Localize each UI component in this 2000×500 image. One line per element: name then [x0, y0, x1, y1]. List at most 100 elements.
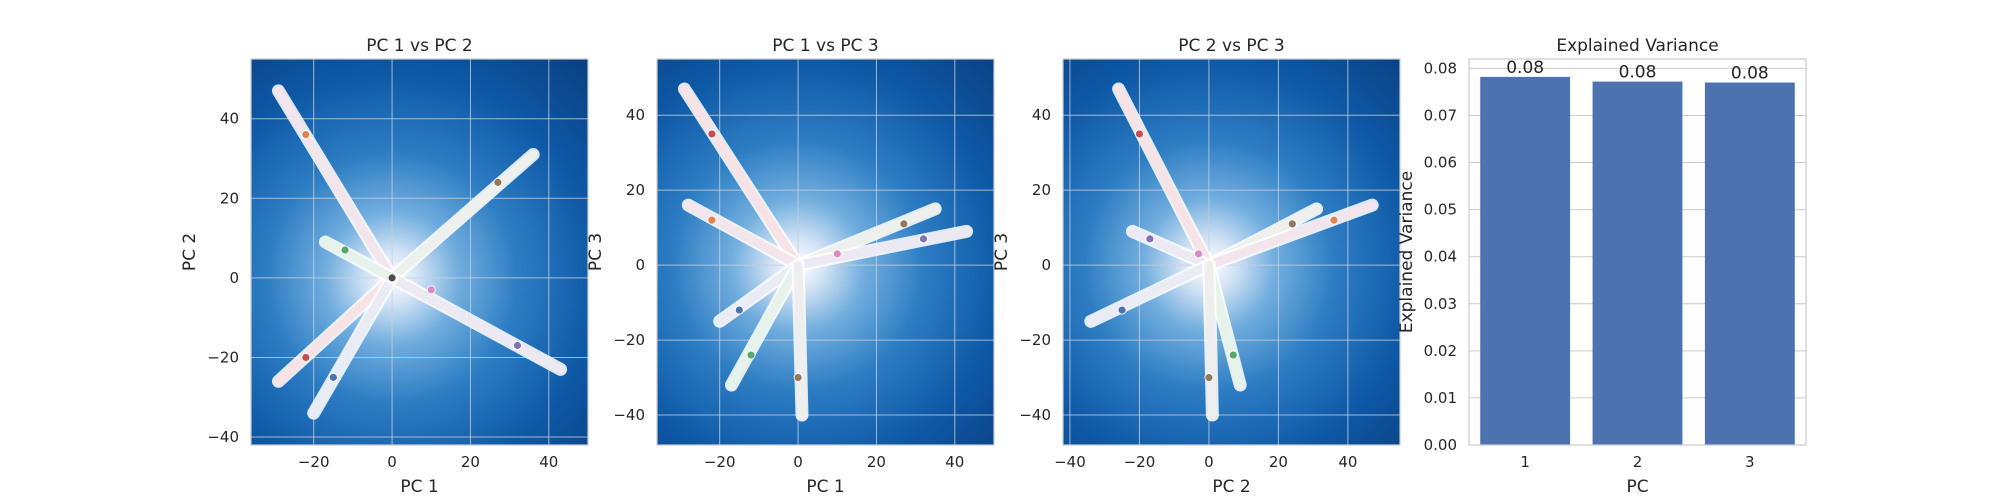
data-point [707, 129, 717, 139]
bar-data-label: 0.08 [1731, 64, 1769, 84]
y-axis-label: PC 2 [180, 233, 200, 271]
data-point [387, 273, 397, 283]
y-axis-label: PC 3 [992, 233, 1012, 271]
scatter-panel-pc1-pc3: −20 0 20 40 −40 −20 0 20 40 PC 1 vs PC 3 PC 1 P… [586, 36, 995, 497]
data-point [340, 245, 350, 255]
y-tick-label: 40 [1032, 106, 1051, 124]
x-tick-label: 40 [1338, 453, 1357, 471]
data-point [1204, 373, 1214, 382]
trail [387, 150, 538, 283]
data-point [707, 215, 717, 225]
trail [1204, 200, 1377, 270]
trail [1127, 226, 1214, 270]
bars [1480, 76, 1795, 445]
data-point [493, 177, 503, 187]
plot-frame [1468, 58, 1807, 446]
trail [793, 260, 807, 420]
chart-title: Explained Variance [1556, 36, 1718, 56]
trail [387, 273, 566, 374]
trail [679, 84, 803, 270]
bar [1480, 76, 1571, 445]
trails [677, 82, 974, 422]
trails [271, 84, 568, 420]
trail [715, 260, 803, 326]
y-tick-label: −40 [613, 406, 645, 424]
data-point [734, 305, 744, 315]
y-axis-label: PC 3 [586, 233, 606, 271]
bar [1592, 81, 1683, 445]
data-point [513, 341, 522, 350]
y-tick-label: 0.08 [1424, 59, 1457, 77]
y-tick-label: 0 [229, 269, 239, 287]
data-point [1287, 219, 1297, 229]
trail [1204, 260, 1217, 420]
x-tick-label: 0 [793, 453, 803, 471]
x-tick-label: 0 [387, 453, 397, 471]
x-tick-label: 20 [867, 453, 886, 471]
bar-data-labels: 0.08 0.08 0.08 [1506, 58, 1769, 84]
y-tick-label: −40 [1019, 406, 1051, 424]
data-point [793, 373, 803, 382]
plot-frame [250, 58, 589, 446]
y-tick-labels: −40 −20 0 20 40 [613, 106, 645, 424]
x-tick-label: 40 [945, 453, 964, 471]
x-tick-labels: −20 0 20 40 [298, 453, 558, 471]
data-point [301, 353, 311, 362]
x-axis-label: PC 2 [1212, 477, 1250, 497]
trails [1084, 82, 1379, 422]
x-axis-label: PC 1 [400, 477, 438, 497]
x-tick-label: −20 [1124, 453, 1156, 471]
data-point [1194, 249, 1203, 259]
data-point [328, 372, 338, 382]
trail [273, 86, 397, 283]
y-tick-label: 0 [1041, 256, 1051, 274]
data-point [899, 219, 909, 229]
x-tick-label: 40 [539, 453, 558, 471]
x-tick-labels: −40 −20 0 20 40 [1054, 453, 1357, 471]
y-tick-label: 0.06 [1424, 154, 1457, 172]
y-tick-label: −40 [207, 428, 239, 446]
plot-frame [656, 58, 995, 446]
y-tick-label: 0.03 [1424, 295, 1457, 313]
x-axis-label: PC [1626, 477, 1648, 497]
data-point [1145, 234, 1155, 244]
grid-lines [251, 59, 588, 445]
data-point [832, 249, 842, 259]
data-point [1117, 305, 1127, 315]
bar [1704, 82, 1795, 445]
trail [273, 273, 397, 386]
points [301, 130, 522, 382]
y-tick-label: 0 [635, 256, 645, 274]
data-point [1228, 350, 1238, 360]
scatter-panel-pc1-pc2: −20 0 20 40 −40 −20 0 20 40 PC 1 vs PC 2 PC 1 P… [180, 36, 589, 497]
scatter-panel-pc2-pc3: −40 −20 0 20 40 −40 −20 0 20 40 PC 2 vs PC 3 PC … [992, 36, 1401, 497]
plot-frame [1062, 58, 1401, 446]
bar-data-label: 0.08 [1506, 58, 1544, 78]
x-axis-label: PC 1 [806, 477, 844, 497]
y-tick-label: 40 [626, 106, 645, 124]
y-tick-labels: −40 −20 0 20 40 [1019, 106, 1051, 424]
y-tick-label: 20 [220, 189, 239, 207]
data-point [919, 234, 928, 244]
y-tick-label: −20 [613, 331, 645, 349]
bar-data-label: 0.08 [1619, 63, 1657, 83]
trail [793, 226, 972, 270]
y-tick-label: 0.01 [1424, 389, 1457, 407]
y-tick-label: −20 [207, 348, 239, 366]
y-tick-label: −20 [1019, 331, 1051, 349]
x-tick-label: −40 [1054, 453, 1086, 471]
chart-title: PC 2 vs PC 3 [1178, 36, 1284, 56]
x-tick-label: 20 [1269, 453, 1288, 471]
y-tick-label: 0.07 [1424, 106, 1457, 124]
x-tick-label: −20 [704, 453, 736, 471]
data-point [746, 350, 756, 360]
y-tick-labels: −40 −20 0 20 40 [207, 110, 239, 446]
y-axis-label: Explained Variance [1397, 171, 1417, 333]
y-tick-label: 20 [1032, 181, 1051, 199]
y-tick-labels: 0.00 0.01 0.02 0.03 0.04 0.05 0.06 0.07 0.08 [1424, 59, 1457, 454]
x-tick-labels: 1 2 3 [1520, 453, 1754, 471]
trail [1114, 84, 1214, 270]
y-tick-label: 0.05 [1424, 201, 1457, 219]
